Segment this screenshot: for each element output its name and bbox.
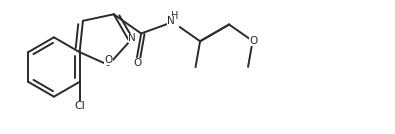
Text: O: O bbox=[250, 36, 258, 46]
Text: N: N bbox=[128, 33, 136, 43]
Text: O: O bbox=[133, 58, 141, 68]
Text: Cl: Cl bbox=[74, 101, 85, 111]
Text: O: O bbox=[104, 55, 113, 65]
Text: H: H bbox=[171, 11, 179, 21]
Text: N: N bbox=[167, 16, 175, 26]
